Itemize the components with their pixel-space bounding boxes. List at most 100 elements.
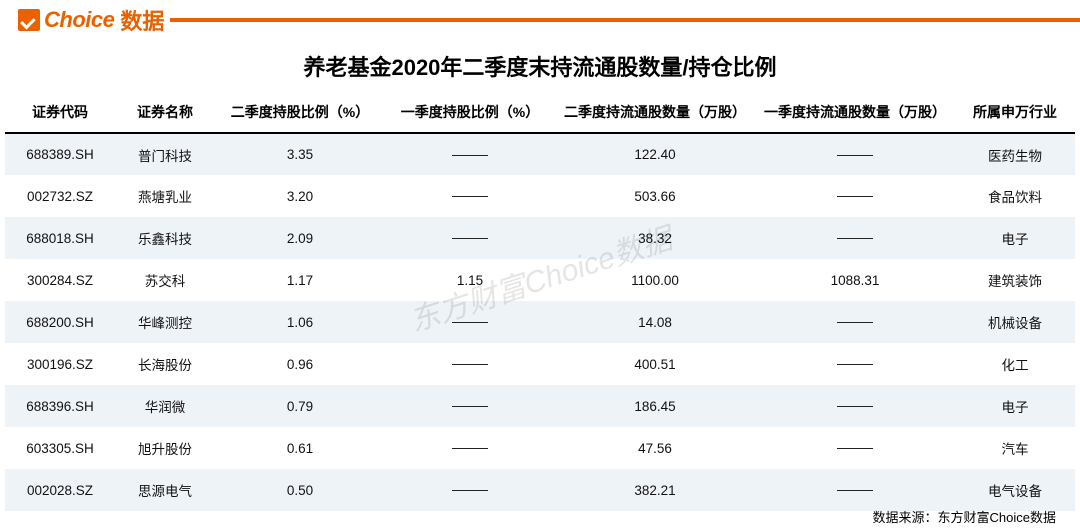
table-cell	[385, 343, 555, 385]
table-cell: 1100.00	[555, 259, 755, 301]
table-cell	[385, 469, 555, 511]
empty-dash	[837, 322, 873, 323]
table-cell: 688396.SH	[5, 385, 115, 427]
table-cell: 002028.SZ	[5, 469, 115, 511]
table-cell: 华峰测控	[115, 301, 215, 343]
table-cell: 旭升股份	[115, 427, 215, 469]
brand-logo: Choice 数据	[18, 4, 164, 36]
table-cell: 苏交科	[115, 259, 215, 301]
table-row: 002732.SZ燕塘乳业3.20 503.66 食品饮料	[5, 175, 1075, 217]
table-row: 603305.SH旭升股份0.61 47.56 汽车	[5, 427, 1075, 469]
table-cell	[755, 385, 955, 427]
brand-name-cn: 数据	[120, 4, 164, 36]
table-row: 688389.SH普门科技3.35 122.40 医药生物	[5, 133, 1075, 175]
table-cell	[755, 133, 955, 175]
table-cell: 机械设备	[955, 301, 1075, 343]
table-cell	[385, 385, 555, 427]
table-cell: 1.17	[215, 259, 385, 301]
table-row: 688018.SH乐鑫科技2.09 38.32 电子	[5, 217, 1075, 259]
table-cell: 47.56	[555, 427, 755, 469]
table-cell: 688200.SH	[5, 301, 115, 343]
table-cell: 长海股份	[115, 343, 215, 385]
table-cell: 思源电气	[115, 469, 215, 511]
table-cell: 食品饮料	[955, 175, 1075, 217]
empty-dash	[837, 364, 873, 365]
empty-dash	[452, 322, 488, 323]
empty-dash	[452, 155, 488, 156]
empty-dash	[837, 448, 873, 449]
page-title: 养老基金2020年二季度末持流通股数量/持仓比例	[0, 50, 1080, 82]
table-cell: 建筑装饰	[955, 259, 1075, 301]
table-cell: 1088.31	[755, 259, 955, 301]
table-cell: 燕塘乳业	[115, 175, 215, 217]
table-header-cell: 一季度持流通股数量（万股）	[755, 94, 955, 133]
holdings-table: 证券代码证券名称二季度持股比例（%）一季度持股比例（%）二季度持流通股数量（万股…	[5, 94, 1075, 511]
table-cell: 688018.SH	[5, 217, 115, 259]
table-cell: 0.96	[215, 343, 385, 385]
check-icon	[18, 9, 40, 31]
table-row: 688200.SH华峰测控1.06 14.08 机械设备	[5, 301, 1075, 343]
table-header-cell: 二季度持流通股数量（万股）	[555, 94, 755, 133]
table-header-cell: 证券代码	[5, 94, 115, 133]
table-row: 002028.SZ思源电气0.50 382.21 电气设备	[5, 469, 1075, 511]
empty-dash	[837, 238, 873, 239]
table-cell: 1.15	[385, 259, 555, 301]
empty-dash	[452, 490, 488, 491]
table-cell: 华润微	[115, 385, 215, 427]
table-cell: 38.32	[555, 217, 755, 259]
table-cell: 503.66	[555, 175, 755, 217]
table-cell	[385, 301, 555, 343]
table-cell: 002732.SZ	[5, 175, 115, 217]
table-cell: 电气设备	[955, 469, 1075, 511]
data-source: 数据来源：东方财富Choice数据	[873, 507, 1056, 526]
empty-dash	[452, 448, 488, 449]
table-cell: 医药生物	[955, 133, 1075, 175]
table-cell: 186.45	[555, 385, 755, 427]
brand-divider	[170, 18, 1080, 22]
table-cell	[755, 175, 955, 217]
empty-dash	[452, 196, 488, 197]
table-cell: 电子	[955, 217, 1075, 259]
table-cell: 300284.SZ	[5, 259, 115, 301]
table-cell: 普门科技	[115, 133, 215, 175]
empty-dash	[837, 406, 873, 407]
table-row: 300284.SZ苏交科1.171.151100.001088.31建筑装饰	[5, 259, 1075, 301]
table-cell: 乐鑫科技	[115, 217, 215, 259]
empty-dash	[452, 406, 488, 407]
table-cell: 0.79	[215, 385, 385, 427]
table-row: 300196.SZ长海股份0.96400.51化工	[5, 343, 1075, 385]
table-cell: 603305.SH	[5, 427, 115, 469]
table-cell	[755, 301, 955, 343]
table-cell: 688389.SH	[5, 133, 115, 175]
table-cell: 400.51	[555, 343, 755, 385]
table-cell	[385, 133, 555, 175]
table-header-cell: 一季度持股比例（%）	[385, 94, 555, 133]
table-cell	[755, 427, 955, 469]
empty-dash	[837, 196, 873, 197]
table-cell: 电子	[955, 385, 1075, 427]
table-cell: 化工	[955, 343, 1075, 385]
table-cell: 1.06	[215, 301, 385, 343]
table-cell	[755, 343, 955, 385]
table-header-row: 证券代码证券名称二季度持股比例（%）一季度持股比例（%）二季度持流通股数量（万股…	[5, 94, 1075, 133]
table-cell: 汽车	[955, 427, 1075, 469]
table-cell: 0.61	[215, 427, 385, 469]
table-cell	[385, 175, 555, 217]
empty-dash	[452, 364, 488, 365]
table-cell	[385, 217, 555, 259]
table-cell: 0.50	[215, 469, 385, 511]
table-cell: 382.21	[555, 469, 755, 511]
table-row: 688396.SH华润微0.79 186.45 电子	[5, 385, 1075, 427]
table-cell: 2.09	[215, 217, 385, 259]
table-cell: 14.08	[555, 301, 755, 343]
empty-dash	[837, 490, 873, 491]
brand-name-en: Choice	[44, 7, 114, 33]
table-header-cell: 证券名称	[115, 94, 215, 133]
table-cell: 122.40	[555, 133, 755, 175]
empty-dash	[452, 238, 488, 239]
table-cell: 3.20	[215, 175, 385, 217]
table-cell	[385, 427, 555, 469]
table-cell	[755, 217, 955, 259]
table-cell: 3.35	[215, 133, 385, 175]
table-cell	[755, 469, 955, 511]
